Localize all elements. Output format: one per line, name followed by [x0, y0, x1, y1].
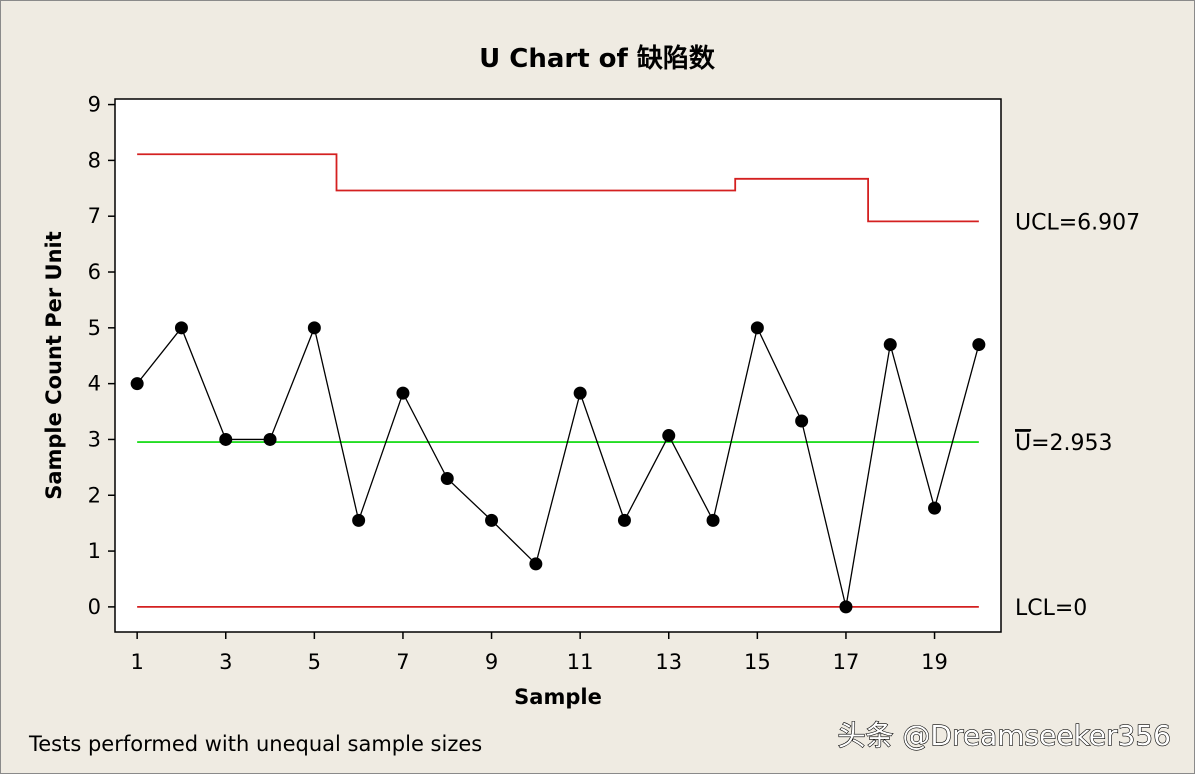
y-tick-label: 6 [88, 260, 101, 284]
y-tick-label: 7 [88, 204, 101, 228]
data-point [972, 338, 986, 352]
y-tick-label: 0 [88, 595, 101, 619]
x-tick-label: 11 [567, 650, 594, 674]
y-tick-label: 1 [88, 539, 101, 563]
data-point [219, 432, 233, 446]
footnote: Tests performed with unequal sample size… [28, 732, 482, 756]
data-point [706, 513, 720, 527]
y-tick-label: 8 [88, 148, 101, 172]
data-point [573, 386, 587, 400]
x-tick-label: 9 [485, 650, 498, 674]
x-tick-label: 7 [396, 650, 409, 674]
plot-area [114, 98, 1002, 633]
x-tick-label: 15 [744, 650, 771, 674]
x-axis-label: Sample [514, 685, 602, 709]
data-point [440, 472, 454, 486]
y-tick-label: 9 [88, 93, 101, 117]
watermark: 头条 @Dreamseeker356 [838, 719, 1171, 752]
y-tick-label: 5 [88, 316, 101, 340]
data-point [795, 414, 809, 428]
data-point [352, 513, 366, 527]
ucl-label: UCL=6.907 [1015, 210, 1140, 235]
data-point [485, 513, 499, 527]
x-tick-label: 3 [219, 650, 232, 674]
data-point [617, 513, 631, 527]
data-series [130, 153, 986, 614]
y-tick-label: 4 [88, 372, 101, 396]
center-value: =2.953 [1031, 431, 1112, 456]
x-tick-label: 5 [308, 650, 321, 674]
chart-title: U Chart of 缺陷数 [479, 44, 716, 74]
x-tick-label: 19 [921, 650, 948, 674]
data-point [263, 432, 277, 446]
y-tick-label: 2 [88, 483, 101, 507]
data-point [174, 321, 188, 335]
data-point [839, 600, 853, 614]
ucl-line [137, 153, 979, 223]
data-point [928, 501, 942, 515]
data-point [662, 429, 676, 443]
data-point [130, 377, 144, 391]
x-axis: 1 3 5 7 9 11 13 15 17 19 [130, 632, 948, 674]
data-point [307, 321, 321, 335]
x-tick-label: 13 [655, 650, 682, 674]
x-tick-label: 1 [130, 650, 143, 674]
y-axis: 0 1 2 3 4 5 6 7 8 9 [88, 93, 115, 619]
lcl-label: LCL=0 [1015, 596, 1087, 621]
y-axis-label: Sample Count Per Unit [42, 231, 66, 500]
x-tick-label: 17 [833, 650, 860, 674]
y-tick-label: 3 [88, 427, 101, 451]
center-label: U=2.953 [1015, 431, 1113, 456]
data-point [883, 338, 897, 352]
series-line [136, 325, 980, 608]
data-point [750, 321, 764, 335]
data-point [529, 557, 543, 571]
center-symbol: U [1015, 431, 1031, 456]
data-point [396, 386, 410, 400]
